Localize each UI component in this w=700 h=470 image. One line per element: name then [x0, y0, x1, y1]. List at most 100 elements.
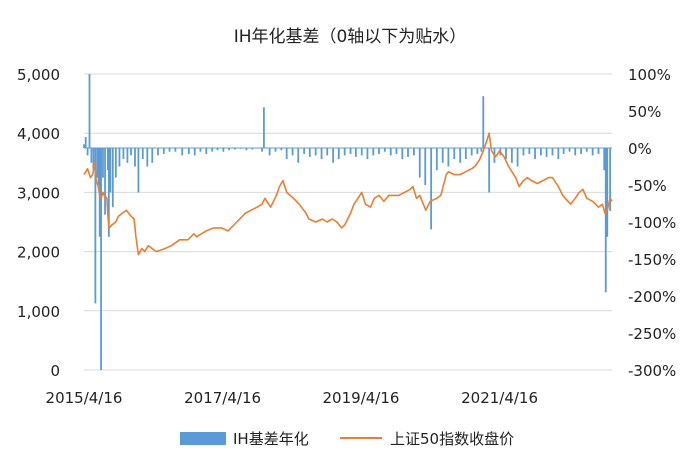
- right-tick-label: 50%: [628, 103, 661, 121]
- basis-bar: [389, 148, 392, 156]
- basis-bar: [366, 148, 369, 160]
- basis-bar: [216, 148, 219, 151]
- basis-bar: [100, 148, 102, 370]
- basis-bar: [251, 148, 254, 150]
- basis-bar: [459, 148, 462, 163]
- left-axis-ticks: 0 1,000 2,000 3,000 4,000 5,000: [17, 66, 60, 380]
- basis-bar: [314, 148, 317, 156]
- basis-bar: [534, 148, 536, 160]
- basis-bar: [343, 148, 346, 156]
- basis-bar: [516, 148, 519, 167]
- basis-bar: [106, 148, 109, 171]
- legend: IH基差年化 上证50指数收盘价: [180, 430, 514, 448]
- basis-bar: [453, 148, 456, 160]
- basis-bar: [109, 148, 112, 193]
- basis-bar: [187, 148, 190, 154]
- basis-bar: [412, 148, 415, 156]
- basis-bar: [591, 148, 594, 156]
- left-tick-label: 0: [50, 362, 60, 380]
- basis-bar: [360, 148, 363, 156]
- basis-bar: [211, 148, 214, 152]
- basis-bar: [441, 148, 444, 163]
- basis-bar: [222, 148, 225, 152]
- basis-bar: [97, 148, 100, 185]
- basis-bar: [505, 148, 507, 160]
- basis-bar: [424, 148, 427, 185]
- basis-bar: [111, 148, 114, 208]
- left-tick-label: 1,000: [17, 303, 60, 321]
- right-tick-label: -100%: [628, 214, 676, 232]
- basis-bar: [285, 148, 288, 160]
- basis-bar: [141, 148, 144, 160]
- basis-bar: [84, 136, 87, 148]
- basis-bar: [157, 148, 159, 156]
- basis-bar: [126, 148, 129, 163]
- basis-bar: [280, 148, 283, 151]
- basis-bar: [522, 148, 525, 156]
- basis-bar: [418, 148, 421, 178]
- basis-bar: [146, 148, 149, 167]
- right-tick-label: -50%: [628, 177, 667, 195]
- right-tick-label: 0%: [628, 140, 652, 158]
- left-tick-label: 2,000: [17, 244, 60, 262]
- x-tick-label: 2015/4/16: [46, 389, 123, 407]
- basis-bar: [447, 148, 450, 167]
- basis-bar: [482, 96, 485, 148]
- basis-bar: [540, 148, 542, 156]
- basis-bar: [480, 148, 483, 152]
- basis-bar: [597, 148, 600, 154]
- left-tick-label: 4,000: [17, 125, 60, 143]
- basis-bar: [568, 148, 571, 152]
- basis-bar: [488, 148, 491, 193]
- basis-bar: [130, 148, 132, 156]
- basis-bar: [372, 148, 375, 156]
- basis-bar: [168, 148, 171, 152]
- basis-bar: [245, 148, 248, 151]
- basis-bar: [162, 148, 165, 154]
- basis-bar: [604, 148, 607, 293]
- basis-bar: [510, 148, 513, 163]
- basis-bar: [551, 148, 554, 156]
- basis-bar: [205, 148, 208, 154]
- grid-lines: [84, 73, 612, 371]
- basis-bar: [476, 148, 479, 154]
- basis-bar: [528, 148, 531, 154]
- basis-bar: [137, 148, 140, 193]
- basis-bar: [151, 148, 154, 163]
- basis-bar: [134, 148, 136, 167]
- basis-bar: [83, 144, 85, 148]
- basis-bar: [354, 148, 357, 157]
- basis-bar: [102, 148, 104, 178]
- x-axis-ticks: 2015/4/16 2017/4/16 2019/4/16 2021/4/16: [46, 389, 538, 407]
- basis-bar: [114, 148, 117, 178]
- basis-bar: [326, 148, 329, 156]
- basis-bar: [464, 148, 467, 160]
- basis-bar: [308, 148, 311, 157]
- basis-bar: [585, 148, 588, 152]
- right-tick-label: -250%: [628, 325, 676, 343]
- right-tick-label: -300%: [628, 362, 676, 380]
- basis-bar: [90, 148, 93, 163]
- basis-bar: [86, 148, 89, 156]
- basis-bar: [303, 148, 306, 154]
- basis-bar: [603, 148, 606, 171]
- right-axis-ticks: 100% 50% 0% -50% -100% -150% -200% -250% -300%: [628, 66, 676, 380]
- index-line: [83, 132, 613, 256]
- basis-bar: [580, 148, 582, 154]
- basis-bar: [92, 148, 95, 171]
- x-tick-label: 2017/4/16: [184, 389, 261, 407]
- basis-bar: [332, 148, 335, 163]
- right-tick-label: -200%: [628, 288, 676, 306]
- basis-bar: [407, 148, 409, 157]
- chart-title: IH年化基差（0轴以下为贴水）: [234, 27, 467, 47]
- basis-bar: [174, 148, 177, 152]
- basis-bar: [268, 148, 271, 156]
- basis-bar: [606, 148, 609, 237]
- basis-bar: [193, 148, 196, 156]
- basis-bar: [562, 148, 565, 154]
- basis-bar: [122, 148, 125, 160]
- basis-bar: [291, 148, 294, 156]
- x-tick-label: 2021/4/16: [461, 389, 538, 407]
